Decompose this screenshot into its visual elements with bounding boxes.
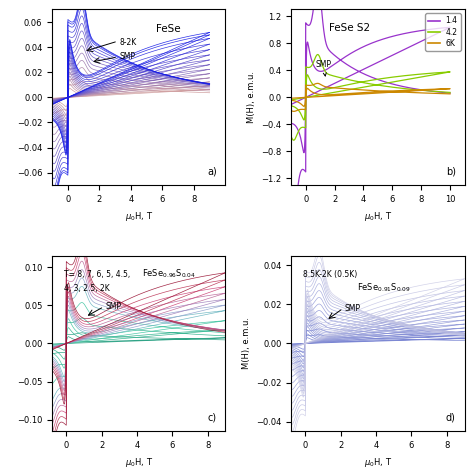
Text: SMP: SMP bbox=[345, 304, 361, 313]
X-axis label: $\mu_0$H, T: $\mu_0$H, T bbox=[125, 210, 153, 222]
Y-axis label: M(H), e.m.u.: M(H), e.m.u. bbox=[242, 318, 251, 369]
Text: FeSe S2: FeSe S2 bbox=[329, 23, 371, 33]
Text: b): b) bbox=[446, 166, 456, 176]
Y-axis label: M(H), e.m.u.: M(H), e.m.u. bbox=[247, 72, 256, 123]
Legend: 1.4, 4.2, 6K: 1.4, 4.2, 6K bbox=[425, 13, 461, 51]
Text: 8-2K: 8-2K bbox=[120, 38, 137, 47]
Text: 8.5K-2K (0.5K): 8.5K-2K (0.5K) bbox=[303, 270, 357, 279]
Text: FeSe$_{0.91}$S$_{0.09}$: FeSe$_{0.91}$S$_{0.09}$ bbox=[357, 282, 411, 294]
Text: SMP: SMP bbox=[316, 61, 331, 76]
Text: FeSe: FeSe bbox=[156, 24, 181, 34]
Text: d): d) bbox=[446, 412, 456, 422]
Text: SMP: SMP bbox=[120, 53, 136, 62]
Text: FeSe$_{0.96}$S$_{0.04}$: FeSe$_{0.96}$S$_{0.04}$ bbox=[142, 268, 196, 280]
Text: 4, 3, 2.5, 2K: 4, 3, 2.5, 2K bbox=[64, 284, 110, 293]
Text: T= 8, 7, 6, 5, 4.5,: T= 8, 7, 6, 5, 4.5, bbox=[64, 270, 130, 279]
Text: a): a) bbox=[207, 166, 217, 176]
Text: c): c) bbox=[208, 412, 217, 422]
X-axis label: $\mu_0$H, T: $\mu_0$H, T bbox=[364, 456, 392, 469]
X-axis label: $\mu_0$H, T: $\mu_0$H, T bbox=[364, 210, 392, 222]
Text: SMP: SMP bbox=[106, 302, 122, 311]
X-axis label: $\mu_0$H, T: $\mu_0$H, T bbox=[125, 456, 153, 469]
